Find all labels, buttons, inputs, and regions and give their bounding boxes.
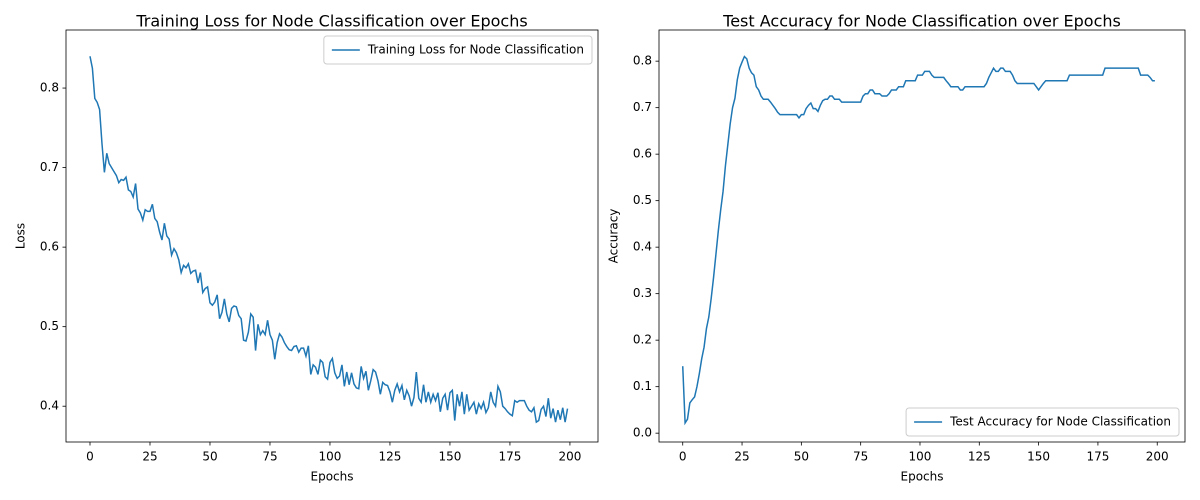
y-axis-label: Accuracy: [607, 209, 621, 264]
x-axis-label: Epochs: [901, 470, 944, 484]
y-tick-label: 0.4: [40, 399, 59, 413]
y-tick-label: 0.2: [633, 333, 652, 347]
x-tick-label: 100: [909, 450, 932, 464]
x-axis-label: Epochs: [311, 470, 354, 484]
x-tick-label: 175: [498, 450, 521, 464]
y-tick-label: 0.1: [633, 379, 652, 393]
y-tick-label: 0.4: [633, 240, 652, 254]
x-tick-label: 50: [202, 450, 217, 464]
y-tick-label: 0.3: [633, 286, 652, 300]
x-tick-label: 150: [1027, 450, 1050, 464]
x-tick-label: 175: [1086, 450, 1109, 464]
y-tick-label: 0.0: [633, 426, 652, 440]
legend-box: [905, 407, 1180, 437]
y-tick-label: 0.7: [633, 100, 652, 114]
legend-label: Test Accuracy for Node Classification: [949, 415, 1171, 429]
x-tick-label: 150: [438, 450, 461, 464]
x-tick-label: 200: [1146, 450, 1169, 464]
data-line: [681, 55, 1155, 426]
x-tick-label: 125: [968, 450, 991, 464]
chart-title: Test Accuracy for Node Classification ov…: [722, 12, 1121, 31]
data-line: [89, 56, 569, 424]
plot-frame: [658, 29, 1186, 443]
y-tick-label: 0.8: [633, 54, 652, 68]
x-tick-label: 25: [734, 450, 749, 464]
x-tick-label: 75: [853, 450, 868, 464]
y-tick-label: 0.6: [40, 240, 59, 254]
x-tick-label: 200: [558, 450, 581, 464]
x-tick-label: 50: [794, 450, 809, 464]
y-tick-label: 0.5: [40, 319, 59, 333]
x-tick-label: 100: [319, 450, 342, 464]
plot-frame: [65, 29, 599, 443]
x-tick-label: 75: [262, 450, 277, 464]
x-tick-label: 0: [86, 450, 94, 464]
y-tick-label: 0.5: [633, 193, 652, 207]
y-tick-label: 0.8: [40, 81, 59, 95]
legend-box: [323, 35, 593, 65]
chart-title: Training Loss for Node Classification ov…: [135, 12, 527, 31]
y-tick-label: 0.6: [633, 147, 652, 161]
x-tick-label: 25: [142, 450, 157, 464]
x-tick-label: 0: [679, 450, 687, 464]
y-tick-label: 0.7: [40, 160, 59, 174]
legend-label: Training Loss for Node Classification: [367, 43, 584, 57]
y-axis-label: Loss: [14, 223, 28, 249]
x-tick-label: 125: [378, 450, 401, 464]
